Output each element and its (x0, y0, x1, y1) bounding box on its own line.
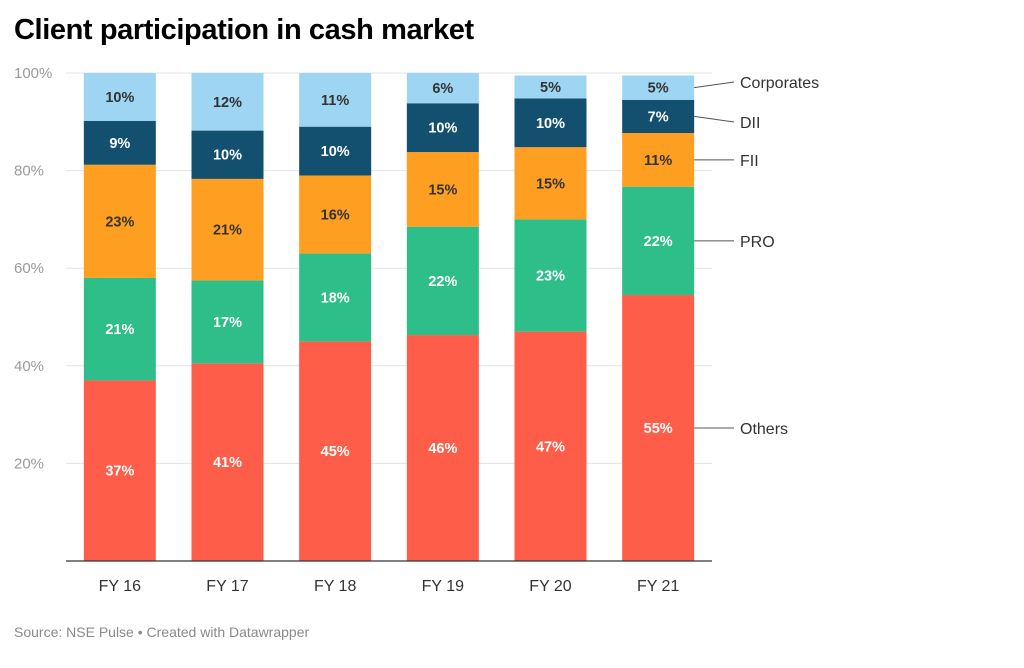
bar-segment-pro (191, 280, 264, 364)
gridlines (66, 72, 712, 464)
data-label: 55% (644, 421, 673, 437)
segment-labels: 37% 21% 23% 9% 10% 41% 17% 21% 10% 12% 45% 18% 16% 10… (105, 80, 672, 480)
data-label: 15% (428, 182, 457, 198)
bar-segment-fii (83, 164, 156, 278)
y-tick-label: 40% (14, 358, 44, 375)
x-tick-label: FY 19 (422, 578, 465, 595)
y-tick-label: 20% (14, 455, 44, 472)
bar-segment-dii (83, 120, 156, 165)
data-label: 23% (536, 269, 565, 285)
bar-segment-fii (191, 178, 264, 281)
data-label: 18% (321, 290, 350, 306)
data-label: 47% (536, 439, 565, 455)
data-label: 46% (428, 441, 457, 457)
legend-label-dii: DII (740, 115, 760, 132)
data-label: 5% (648, 81, 669, 97)
bar-segment-dii (299, 126, 372, 176)
bar-segment-fii (514, 147, 587, 220)
data-label: 12% (213, 95, 242, 111)
bar-segment-fii (406, 152, 479, 227)
data-label: 6% (432, 81, 453, 97)
data-label: 9% (109, 136, 130, 152)
data-label: 10% (536, 116, 565, 132)
x-tick-label: FY 17 (206, 578, 249, 595)
data-label: 21% (105, 322, 134, 338)
x-tick-label: FY 18 (314, 578, 357, 595)
x-tick-label: FY 20 (529, 578, 572, 595)
bar-segment-pro (622, 186, 695, 296)
bar-segment-others (299, 341, 372, 561)
bar-segment-corporates (299, 73, 372, 127)
bar-segment-dii (514, 98, 587, 148)
data-label: 21% (213, 223, 242, 239)
y-tick-label: 100% (14, 65, 52, 82)
bar-segment-fii (622, 133, 695, 187)
data-label: 41% (213, 455, 242, 471)
chart-title: Client participation in cash market (14, 14, 474, 46)
legend-leader-line (694, 81, 735, 89)
data-label: 22% (644, 234, 673, 250)
legend: Others PRO FII DII Corporates (694, 75, 819, 438)
data-label: 17% (213, 315, 242, 331)
source-footer: Source: NSE Pulse • Created with Datawra… (14, 624, 310, 640)
bar-segment-others (406, 335, 479, 561)
bar-segment-corporates (514, 75, 587, 99)
bar-segment-fii (299, 175, 372, 254)
bar-segment-others (83, 380, 156, 561)
data-label: 45% (321, 444, 350, 460)
y-tick-label: 60% (14, 260, 44, 277)
bar-segment-pro (83, 277, 156, 381)
data-label: 22% (428, 274, 457, 290)
bar-segment-corporates (406, 73, 479, 104)
bar-segment-dii (191, 130, 264, 179)
legend-label-pro: PRO (740, 234, 775, 251)
legend-label-others: Others (740, 421, 788, 438)
bar-segment-corporates (191, 73, 264, 131)
data-label: 23% (105, 214, 134, 230)
x-tick-label: FY 21 (637, 578, 680, 595)
y-tick-label: 80% (14, 163, 44, 180)
legend-label-corporates: Corporates (740, 75, 819, 92)
bar-segment-pro (299, 253, 372, 342)
data-label: 15% (536, 176, 565, 192)
data-label: 37% (105, 464, 134, 480)
data-label: 10% (213, 148, 242, 164)
bar-segment-dii (622, 99, 695, 134)
legend-label-fii: FII (740, 153, 759, 170)
data-label: 10% (428, 121, 457, 137)
axes: 20% 40% 60% 80% 100% FY 16 FY 17 FY 18 FY 19 FY 2… (14, 65, 712, 595)
data-label: 10% (105, 90, 134, 106)
data-label: 11% (321, 93, 349, 109)
data-label: 11% (644, 153, 672, 169)
bar-segment-pro (406, 226, 479, 336)
data-label: 7% (648, 109, 669, 125)
data-label: 16% (321, 208, 350, 224)
bar-segment-others (622, 295, 695, 561)
bar-segment-pro (514, 219, 587, 332)
bar-segment-others (191, 363, 264, 561)
bar-segment-corporates (622, 75, 695, 100)
bar-segment-dii (406, 103, 479, 153)
bars (83, 73, 695, 561)
data-label: 10% (321, 144, 350, 160)
x-tick-label: FY 16 (99, 578, 142, 595)
bar-segment-others (514, 331, 587, 561)
legend-leader-line (694, 115, 735, 123)
data-label: 5% (540, 80, 561, 96)
bar-segment-corporates (83, 73, 156, 121)
